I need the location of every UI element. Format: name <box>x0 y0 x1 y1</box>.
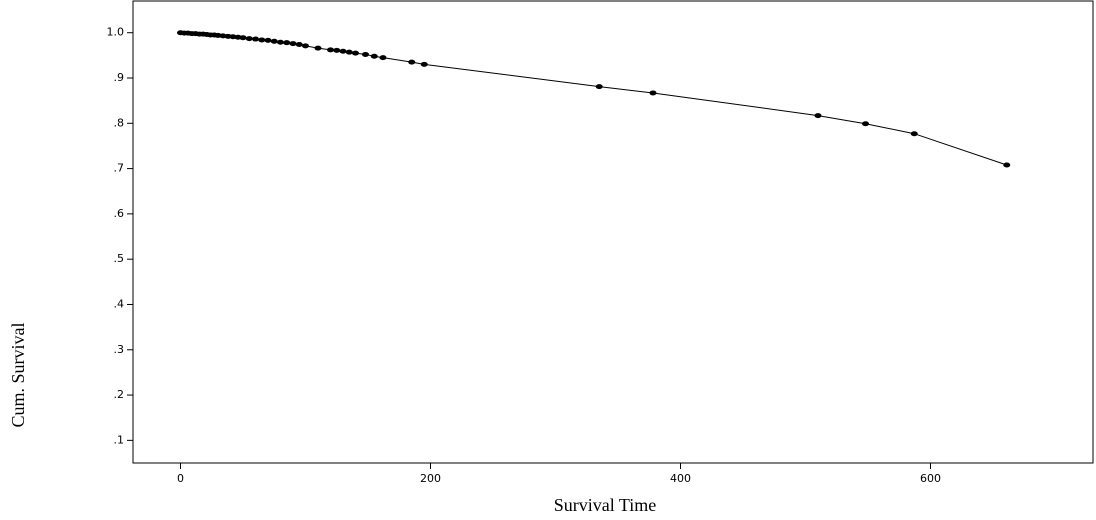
y-tick-label: .4 <box>114 297 125 310</box>
data-point <box>245 36 253 42</box>
y-tick-label: .6 <box>114 207 125 220</box>
data-point <box>339 48 347 54</box>
data-point <box>327 47 334 53</box>
y-tick-label: .3 <box>114 343 125 356</box>
y-tick-label: .2 <box>114 388 125 401</box>
data-point <box>333 47 341 53</box>
data-point <box>1003 162 1011 168</box>
data-point <box>295 41 303 47</box>
x-tick-label: 600 <box>920 472 941 485</box>
data-point <box>302 43 309 49</box>
y-tick-label: .9 <box>114 71 125 84</box>
plot-frame <box>132 0 1094 464</box>
data-point <box>289 41 297 47</box>
data-point <box>814 113 822 119</box>
data-point <box>379 55 387 61</box>
data-point <box>595 84 603 90</box>
x-tick-label: 200 <box>420 472 441 485</box>
data-point <box>408 59 416 65</box>
y-tick-label: .5 <box>114 252 125 265</box>
y-tick-label: .7 <box>114 162 125 175</box>
y-tick-label: .1 <box>114 433 125 446</box>
data-point <box>362 51 369 57</box>
data-point <box>270 38 278 44</box>
x-axis-title: Survival Time <box>554 495 657 515</box>
data-point <box>264 37 272 43</box>
data-point <box>239 35 247 41</box>
x-tick-label: 400 <box>670 472 691 485</box>
data-point <box>345 49 353 55</box>
data-point <box>420 61 428 67</box>
data-point <box>370 53 378 59</box>
data-point <box>252 36 259 42</box>
data-point <box>862 121 869 127</box>
data-point <box>649 90 657 96</box>
y-axis-title: Cum. Survival <box>8 322 28 427</box>
y-tick-label: 1.0 <box>107 26 125 39</box>
data-point <box>258 37 266 43</box>
survival-line <box>180 32 1007 166</box>
data-point <box>283 40 291 46</box>
data-point <box>314 45 322 51</box>
data-point <box>910 131 918 137</box>
data-point <box>352 50 359 56</box>
x-tick-label: 0 <box>177 472 184 485</box>
data-point <box>277 39 284 45</box>
y-tick-label: .8 <box>114 116 125 129</box>
